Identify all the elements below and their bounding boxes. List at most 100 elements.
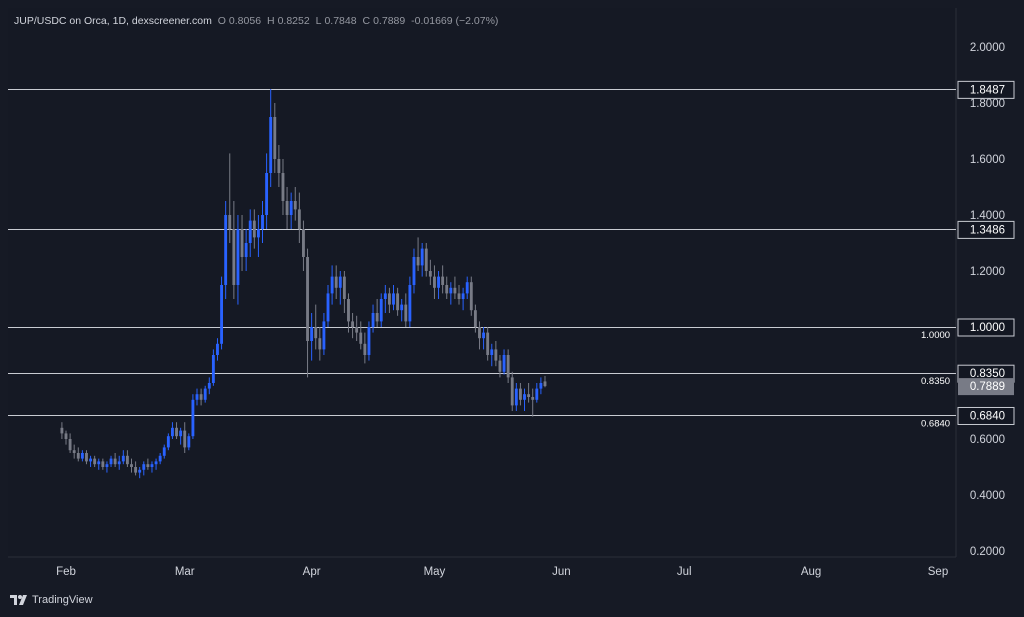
symbol-title: JUP/USDC on Orca, 1D, dexscreener.com [14,15,212,27]
candle-body-down [510,377,514,406]
candle-body-down [314,327,318,339]
candle-body-up [310,327,314,341]
candle-body-up [166,436,170,448]
level-price-label: 1.0000 [970,322,1005,334]
high-label: H [266,15,275,27]
candle-body-down [306,257,309,341]
plot-area[interactable] [8,8,956,557]
candle-body-down [232,229,236,285]
candle-body-down [445,285,449,294]
candle-body-up [150,464,154,467]
candle-body-up [371,313,375,327]
candle-body-down [277,159,281,173]
change-value: -0.01669 (−2.07%) [411,15,499,27]
candle-body-up [261,215,264,229]
candle-body-up [236,229,240,285]
candle-body-up [216,343,219,355]
candle-body-down [199,394,203,400]
x-tick-label: Jul [677,566,692,578]
candle-body-down [453,287,457,294]
candle-body-up [171,427,174,437]
candle-body-up [117,461,121,465]
candle-body-down [543,381,547,387]
candle-body-down [424,248,428,271]
x-tick-label: Sep [928,566,948,578]
level-side-label: 0.6840 [921,418,950,429]
candle-body-up [289,201,293,215]
y-tick-label: 0.2000 [970,546,1005,558]
candle-body-up [179,430,183,437]
last-price-box [958,378,1014,396]
candle-body-up [89,458,92,462]
candle-body-down [396,293,400,311]
candle-body-up [142,464,146,470]
candle-body-down [457,293,461,299]
candle-body-down [473,310,477,327]
candle-body-down [351,321,355,327]
candle-body-down [318,338,322,350]
candle-body-down [134,467,138,473]
low-value: 0.7848 [324,15,357,27]
level-side-label: 0.8350 [921,376,950,387]
close-value: 0.7889 [373,15,406,27]
y-tick-label: 1.2000 [970,266,1005,278]
candle-body-down [531,397,535,400]
candle-body-down [68,439,72,451]
x-tick-label: Apr [303,566,321,578]
candle-body-down [76,453,80,459]
candle-body-up [220,285,224,344]
candle-body-up [224,215,228,285]
high-value: 0.8252 [277,15,310,27]
level-price-box [957,220,1015,239]
candle-body-down [347,299,350,322]
y-tick-label: 2.0000 [970,42,1005,54]
candle-body-down [363,343,367,355]
candle-body-up [162,447,166,456]
candle-body-down [85,453,88,462]
candle-body-up [97,461,101,465]
candle-body-down [506,355,510,378]
candle-body-up [138,469,142,473]
candle-body-up [461,293,465,299]
candle-body-up [195,394,199,400]
open-label: O [217,15,226,27]
level-price-label: 1.3486 [970,224,1005,236]
candle-body-down [494,349,498,361]
candle-body-down [518,388,522,400]
candle-body-down [387,293,391,305]
candle-body-up [449,287,453,294]
candle-body-up [269,117,273,173]
candle-body-down [125,455,129,465]
x-tick-label: May [424,566,446,578]
candle-body-up [207,383,211,389]
candle-body-down [302,229,305,257]
candle-body-up [502,355,506,372]
candle-body-up [338,276,342,288]
tradingview-brand[interactable]: TradingView [10,594,93,606]
candle-body-down [498,360,502,372]
candle-body-down [297,209,301,229]
candle-body-up [392,293,395,305]
x-tick-label: Aug [801,566,821,578]
candle-body-up [256,229,260,238]
candle-body-down [101,461,105,467]
x-tick-label: Jun [552,566,571,578]
candle-body-down [60,427,64,434]
candle-body-up [322,321,326,350]
candle-body-up [465,282,469,294]
y-tick-label: 0.4000 [970,490,1005,502]
candle-body-up [326,293,330,322]
level-price-box [957,406,1015,425]
candle-body-up [187,436,191,448]
candle-body-up [379,299,383,322]
candle-body-down [228,215,232,229]
candle-body-down [527,394,531,397]
candle-body-up [191,399,195,437]
candle-body-down [64,433,68,439]
chart-header: JUP/USDC on Orca, 1D, dexscreener.com O 0… [14,15,501,27]
candle-body-down [486,332,490,355]
candle-body-up [408,285,412,322]
candle-body-up [203,388,207,400]
candle-body-down [433,276,436,288]
